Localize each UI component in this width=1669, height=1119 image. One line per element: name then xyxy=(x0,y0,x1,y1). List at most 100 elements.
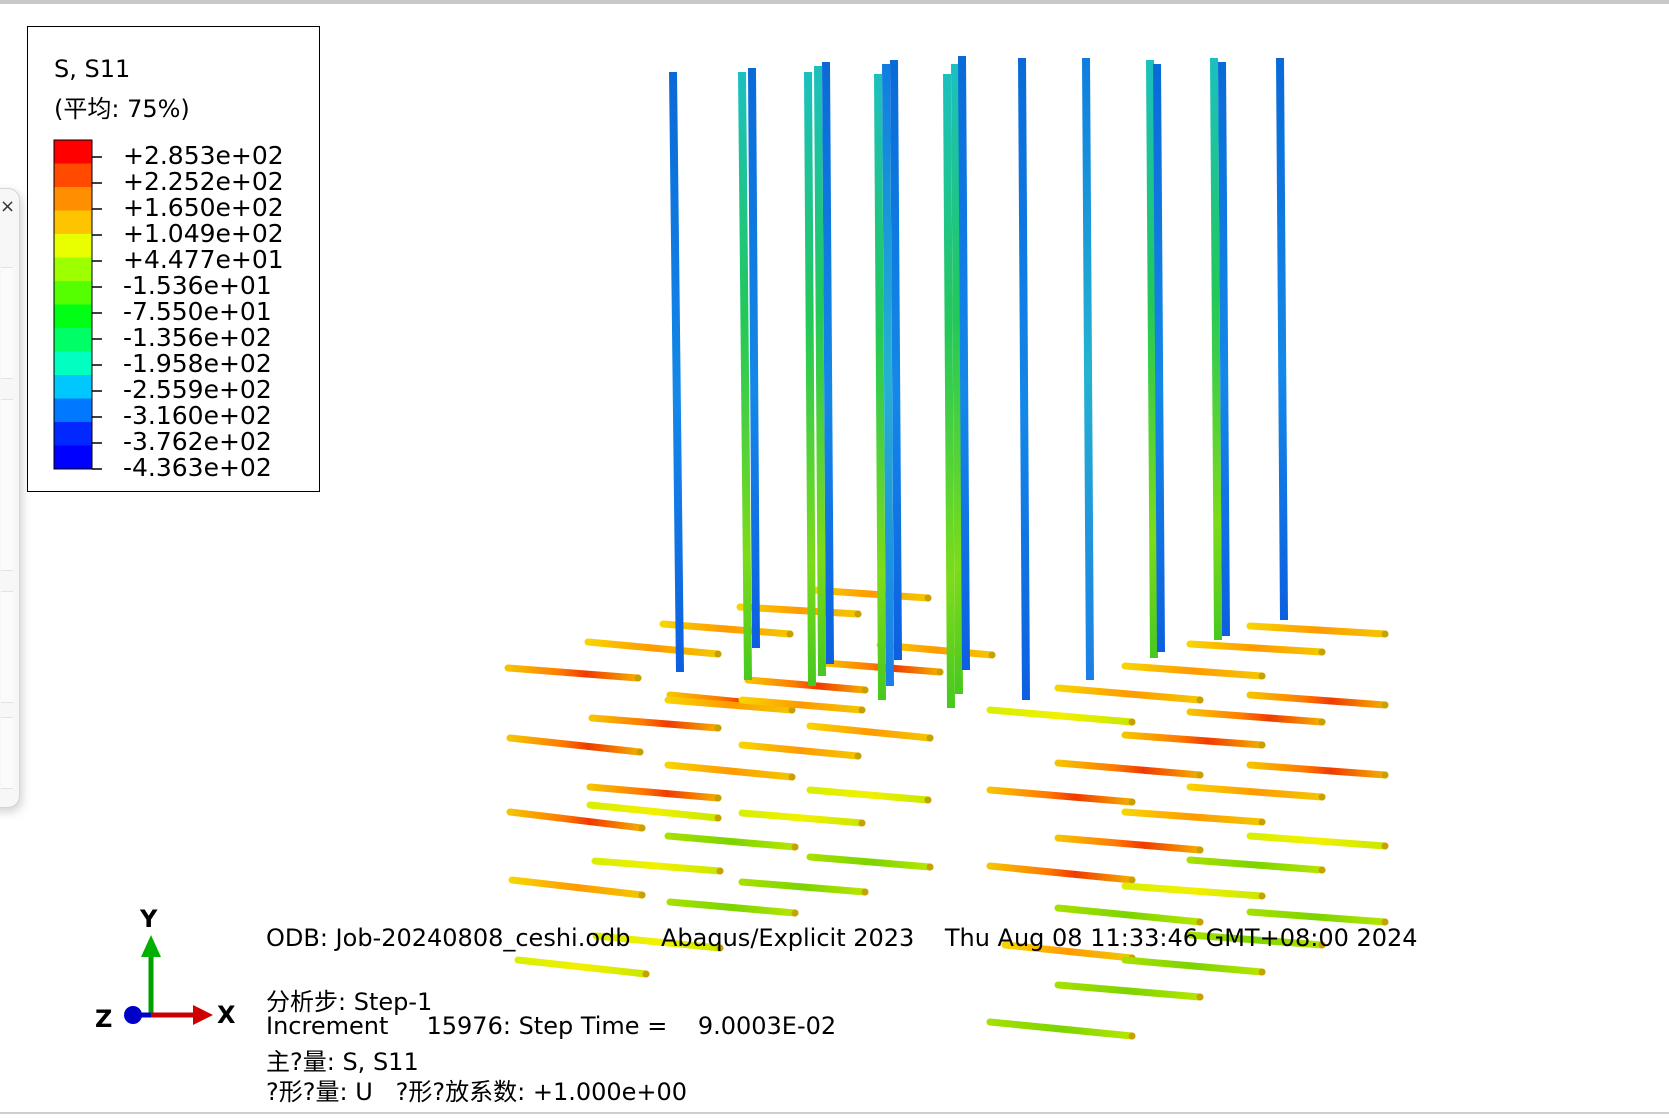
bar-end-cap xyxy=(1196,696,1204,704)
bar-end-cap xyxy=(714,794,722,802)
horizontal-bar-element xyxy=(659,620,794,638)
legend-value: +1.049e+02 xyxy=(123,219,284,248)
legend-value: +1.650e+02 xyxy=(123,193,284,222)
legend-color-band xyxy=(54,140,92,164)
bar-end-cap xyxy=(1318,793,1326,801)
primary-variable-line: 主?量: S, S11 xyxy=(266,1048,419,1076)
bar-end-cap xyxy=(1196,846,1204,854)
bar-end-cap xyxy=(924,594,932,602)
odb-info-line: ODB: Job-20240808_ceshi.odb Abaqus/Expli… xyxy=(266,924,1418,952)
horizontal-bar-element xyxy=(738,809,866,827)
bar-end-cap xyxy=(1381,630,1389,638)
bar-end-cap xyxy=(714,724,722,732)
horizontal-bar-element xyxy=(588,714,722,732)
legend-color-band xyxy=(54,281,92,305)
bar-end-cap xyxy=(1318,718,1326,726)
horizontal-bar-element xyxy=(1121,662,1266,680)
legend-color-band xyxy=(54,328,92,352)
bar-end-cap xyxy=(1128,1032,1136,1040)
vertical-pile-element xyxy=(882,63,894,687)
horizontal-bar-element xyxy=(504,664,642,682)
bar-end-cap xyxy=(634,674,642,682)
deformed-variable-line: ?形?量: U ?形?放系数: +1.000e+00 xyxy=(266,1078,688,1106)
legend-value: -2.559e+02 xyxy=(123,375,272,404)
bar-end-cap xyxy=(788,773,796,781)
legend-color-band xyxy=(54,351,92,376)
side-panel-section xyxy=(1,267,13,379)
horizontal-bar-element xyxy=(584,638,722,658)
legend-value: -3.160e+02 xyxy=(123,401,272,430)
bar-end-cap xyxy=(1128,718,1136,726)
horizontal-bar-element xyxy=(664,696,796,714)
horizontal-bar-element xyxy=(1246,832,1389,850)
horizontal-bar-element xyxy=(1246,691,1389,709)
horizontal-bar-element xyxy=(592,932,724,952)
horizontal-bar-element xyxy=(1121,808,1266,826)
horizontal-bar-elements xyxy=(504,586,1389,1040)
legend-value: +2.252e+02 xyxy=(123,167,284,196)
horizontal-bar-element xyxy=(1054,684,1204,704)
horizontal-bar-element xyxy=(1054,981,1204,1001)
horizontal-bar-element xyxy=(1246,622,1389,638)
legend-color-band xyxy=(54,422,92,446)
horizontal-bar-element xyxy=(506,808,646,832)
bar-end-cap xyxy=(714,650,722,658)
legend-color-band xyxy=(54,210,92,235)
bar-end-cap xyxy=(642,970,650,978)
bar-end-cap xyxy=(858,706,866,714)
bar-end-cap xyxy=(1128,876,1136,884)
horizontal-bar-element xyxy=(664,832,799,851)
vertical-pile-elements xyxy=(669,55,1288,709)
legend-color-band xyxy=(54,234,92,258)
viewport-top-border xyxy=(0,0,1669,4)
horizontal-bar-element xyxy=(1246,761,1389,779)
horizontal-bar-element xyxy=(586,801,722,822)
legend-color-band xyxy=(54,445,92,470)
bar-end-cap xyxy=(716,867,724,875)
horizontal-bar-element xyxy=(738,696,866,714)
vertical-pile-element xyxy=(874,73,886,701)
vertical-pile-element xyxy=(748,67,760,649)
bar-end-cap xyxy=(638,824,646,832)
legend-value: -3.762e+02 xyxy=(123,427,272,456)
bar-end-cap xyxy=(1196,993,1204,1001)
legend-value: -1.536e+01 xyxy=(123,271,272,300)
bar-end-cap xyxy=(924,796,932,804)
bar-end-cap xyxy=(1196,918,1204,926)
bar-end-cap xyxy=(1196,771,1204,779)
horizontal-bar-element xyxy=(1186,708,1326,726)
z-axis-label: Z xyxy=(95,1005,113,1033)
bar-end-cap xyxy=(791,909,799,917)
legend-title: S, S11 xyxy=(54,55,131,83)
side-panel-section xyxy=(1,717,13,789)
legend-color-band xyxy=(54,375,92,399)
vertical-pile-element xyxy=(958,55,970,671)
legend-color-band xyxy=(54,257,92,282)
bar-end-cap xyxy=(1258,968,1266,976)
horizontal-bar-element xyxy=(806,786,932,804)
legend-value: -1.958e+02 xyxy=(123,349,272,378)
bar-end-cap xyxy=(1258,672,1266,680)
bar-end-cap xyxy=(861,686,869,694)
bar-end-cap xyxy=(1318,941,1326,949)
bar-end-cap xyxy=(788,706,796,714)
increment-info-line: Increment 15976: Step Time = 9.0003E-02 xyxy=(266,1012,837,1040)
vertical-pile-element xyxy=(1018,57,1030,701)
vertical-pile-element xyxy=(1276,57,1288,621)
vertical-pile-element xyxy=(804,71,816,687)
legend-value: +4.477e+01 xyxy=(123,245,284,274)
vertical-pile-element xyxy=(814,65,826,677)
legend-value: -7.550e+01 xyxy=(123,297,272,326)
side-dialog-panel[interactable] xyxy=(0,188,20,808)
horizontal-bar-element xyxy=(986,1018,1136,1040)
close-icon[interactable]: × xyxy=(0,196,16,217)
vertical-pile-element xyxy=(1210,57,1222,641)
bar-end-cap xyxy=(1128,798,1136,806)
horizontal-bar-element xyxy=(986,786,1136,806)
horizontal-bar-element xyxy=(806,853,934,871)
horizontal-bar-element xyxy=(1186,640,1326,656)
contour-legend: S, S11 (平均: 75%) +2.853e+02 +2.252e+02 +… xyxy=(27,26,320,492)
horizontal-bar-element xyxy=(1186,856,1326,874)
horizontal-bar-element xyxy=(506,734,644,756)
